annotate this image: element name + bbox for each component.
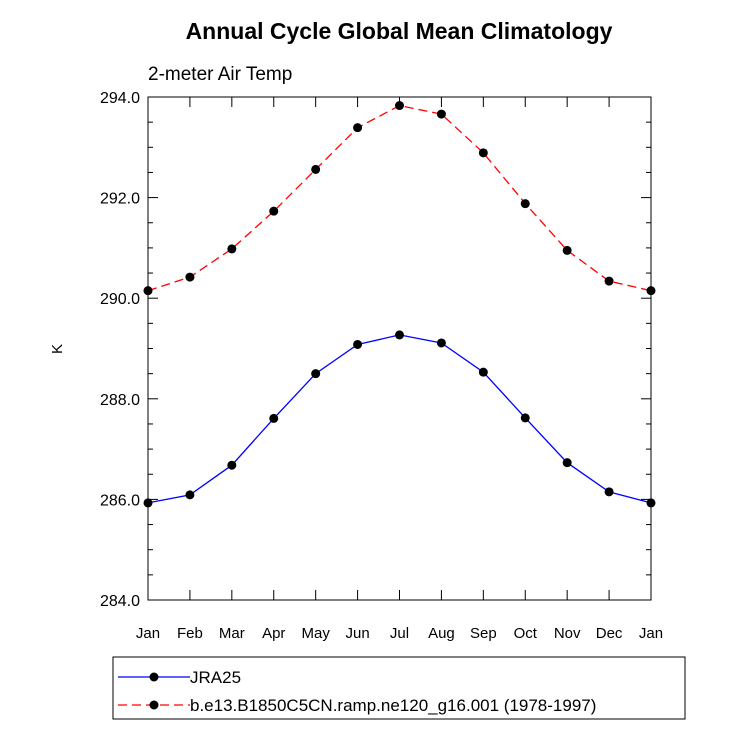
series-1-point — [478, 148, 488, 158]
plot-frame — [147, 96, 652, 601]
x-tick-label: Dec — [596, 625, 623, 642]
series-1-point — [353, 123, 363, 133]
legend-marker-jra25 — [149, 672, 159, 682]
y-tick-label: 284.0 — [100, 593, 140, 610]
series-0-point — [395, 330, 404, 340]
x-tick-label: Jul — [390, 625, 409, 642]
series-0-point — [520, 413, 530, 423]
x-tick-label: Oct — [514, 625, 538, 642]
legend: JRA25 b.e13.B1850C5CN.ramp.ne120_g16.001… — [112, 656, 686, 720]
chart-title: Annual Cycle Global Mean Climatology — [186, 18, 613, 44]
series-1-point — [520, 199, 530, 209]
series-0-point — [436, 338, 446, 348]
series-1-point — [311, 164, 321, 174]
series-0-point — [311, 369, 321, 379]
x-tick-label: Sep — [470, 625, 497, 642]
legend-marker-model — [149, 700, 159, 710]
x-tick-label: Nov — [554, 625, 581, 642]
series-0-point — [562, 458, 572, 468]
series-1-point — [395, 101, 404, 111]
legend-label-jra25: JRA25 — [190, 668, 241, 687]
x-tick-label: Aug — [428, 625, 455, 642]
x-tick-label: Jan — [639, 625, 663, 642]
series-1-point — [269, 206, 279, 216]
axis-ticks — [147, 96, 652, 601]
series-0-point — [604, 487, 614, 497]
y-tick-label: 286.0 — [100, 492, 140, 509]
series-1-point — [185, 272, 195, 282]
x-tick-label: Jan — [136, 625, 160, 642]
series-0-point — [269, 413, 279, 423]
y-tick-label: 294.0 — [100, 90, 140, 107]
chart-subtitle: 2-meter Air Temp — [148, 64, 292, 85]
x-tick-label: Mar — [219, 625, 245, 642]
series-line-1 — [147, 104, 652, 292]
legend-box — [112, 656, 686, 720]
series-1-point — [227, 244, 237, 254]
y-tick-label: 292.0 — [100, 191, 140, 208]
y-tick-label: 290.0 — [100, 291, 140, 308]
series-0-point — [353, 339, 363, 349]
x-tick-label: Jun — [345, 625, 369, 642]
y-tick-label: 288.0 — [100, 392, 140, 409]
y-tick-labels: 284.0 286.0 288.0 290.0 292.0 294.0 — [100, 90, 140, 610]
series-1-point — [604, 276, 614, 286]
y-axis-label: K — [49, 344, 66, 354]
series-0-point — [185, 490, 195, 500]
series-0-point — [478, 367, 488, 377]
series-line-0 — [147, 334, 652, 504]
series-0-point — [227, 460, 237, 470]
legend-label-model: b.e13.B1850C5CN.ramp.ne120_g16.001 (1978… — [190, 696, 596, 715]
x-tick-label: May — [301, 625, 330, 642]
x-tick-label: Apr — [262, 625, 285, 642]
series-1-point — [436, 109, 446, 119]
series-1-point — [562, 245, 572, 255]
series-layer — [143, 101, 656, 508]
x-tick-labels: Jan Feb Mar Apr May Jun Jul Aug Sep Oct Nov Dec Jan — [136, 625, 663, 642]
x-tick-label: Feb — [177, 625, 203, 642]
